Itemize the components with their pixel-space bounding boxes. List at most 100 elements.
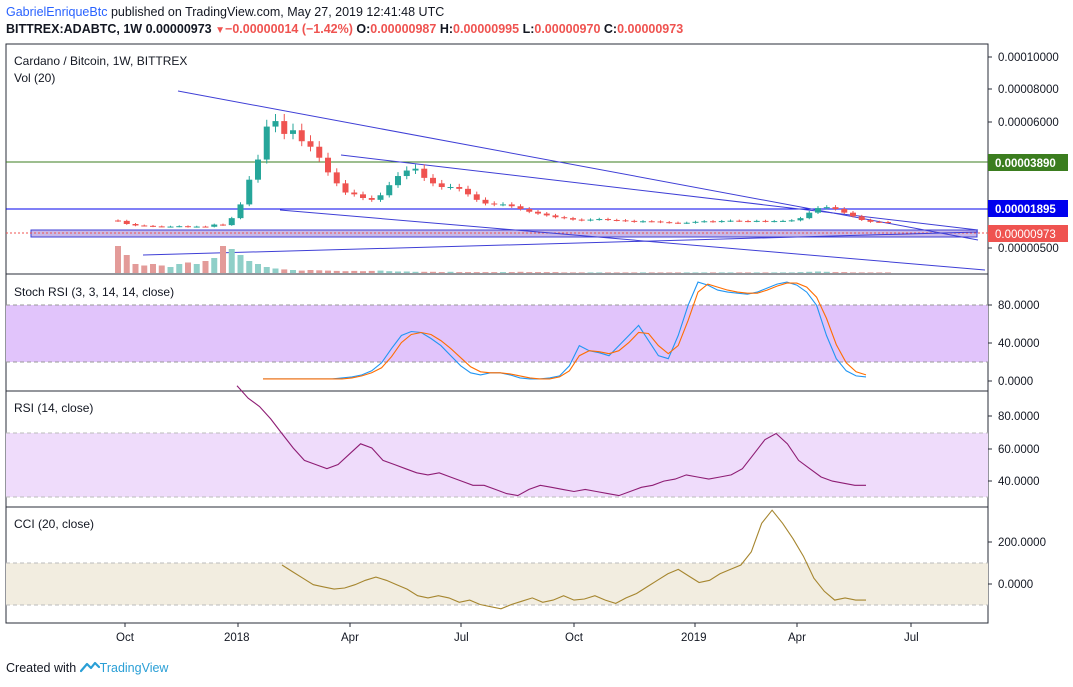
candles	[115, 113, 891, 228]
candle-body	[753, 220, 760, 222]
low-value: 0.00000970	[534, 22, 601, 36]
rsi-title: RSI (14, close)	[14, 401, 93, 415]
candle-body	[648, 221, 655, 223]
green-level-label: 0.00003890	[995, 158, 1056, 170]
volume-bar	[316, 270, 323, 273]
cci-line-group	[281, 509, 866, 610]
volume-bar	[176, 264, 183, 273]
candle-body	[535, 211, 541, 214]
time-tick: Apr	[788, 632, 806, 644]
candle-body	[517, 206, 524, 209]
cci-tick: 0.0000	[998, 579, 1033, 591]
volume-bar	[675, 272, 681, 273]
volume-bar	[648, 272, 655, 273]
candle-body	[885, 221, 891, 223]
candle-body	[447, 187, 454, 189]
volume-bar	[745, 272, 751, 273]
footer: Created with TradingView	[6, 661, 168, 675]
volume-bar	[692, 272, 699, 273]
candle-body	[193, 226, 200, 228]
volume-bar	[290, 270, 296, 273]
price-tick: 0.00010000	[998, 52, 1059, 64]
time-tick: 2019	[681, 632, 707, 644]
candle-body	[605, 219, 611, 221]
cci-band	[6, 563, 988, 605]
trendline-lower[interactable]	[279, 209, 986, 271]
volume-bar	[255, 264, 261, 273]
last-price-badge	[988, 225, 1068, 242]
trendline-upper[interactable]	[177, 90, 979, 241]
blue-level-badge	[988, 200, 1068, 217]
volume-bar	[806, 271, 813, 273]
volume-bar	[150, 264, 156, 273]
candle-body	[657, 221, 664, 223]
volume-bar	[482, 272, 489, 273]
close-value: 0.00000973	[617, 22, 684, 36]
candle-body	[158, 226, 165, 228]
author-link[interactable]: GabrielEnriqueBtc	[6, 5, 108, 19]
candle-body	[255, 159, 261, 180]
volume-bar	[228, 249, 235, 273]
publish-line: GabrielEnriqueBtc published on TradingVi…	[6, 5, 444, 19]
candle-body	[150, 225, 156, 227]
volume-bar	[788, 272, 795, 273]
volume-bar	[657, 272, 664, 273]
time-tick: 2018	[224, 632, 250, 644]
time-tick: Apr	[341, 632, 359, 644]
tradingview-brand[interactable]: TradingView	[99, 661, 169, 675]
high-value: 0.00000995	[453, 22, 520, 36]
volume-bar	[578, 272, 585, 273]
volume-bar	[342, 271, 349, 273]
time-tick: Oct	[116, 632, 135, 644]
candle-body	[797, 218, 804, 221]
volume-bar	[351, 270, 358, 273]
volume-bar	[438, 272, 445, 273]
volume-bar	[850, 272, 856, 273]
candle-body	[561, 217, 568, 219]
volume-bar	[727, 272, 734, 273]
volume-bar	[141, 265, 148, 273]
candle-body	[211, 224, 218, 227]
candle-body	[570, 218, 576, 220]
published-text: published on TradingView.com, May 27, 20…	[110, 5, 445, 19]
down-arrow-icon: ▼	[215, 25, 226, 36]
candle-body	[342, 183, 349, 193]
symbol-label: BITTREX:ADABTC, 1W	[6, 22, 143, 36]
candle-body	[675, 222, 681, 224]
volume-bar	[298, 270, 305, 273]
tradingview-logo-icon[interactable]	[79, 661, 100, 673]
time-tick: Oct	[565, 632, 584, 644]
rsi-tick: 80.0000	[998, 411, 1040, 423]
candle-body	[622, 220, 629, 222]
candle-body	[316, 146, 323, 158]
candle-body	[377, 195, 384, 200]
price-axis: 0.00010000 0.00008000 0.00006000 0.00000…	[988, 52, 1068, 255]
last-price-label: 0.00000973	[995, 229, 1056, 241]
volume-bar	[491, 272, 498, 273]
change-value: −0.00000014 (−1.42%)	[225, 22, 353, 36]
candle-body	[176, 226, 183, 228]
volume-bar	[158, 265, 165, 273]
volume-bar	[281, 269, 288, 273]
trendline-middle[interactable]	[340, 154, 979, 231]
candle-body	[850, 212, 856, 217]
trendline-rising[interactable]	[142, 231, 979, 256]
price-tick: 0.00008000	[998, 84, 1059, 96]
low-label: L:	[522, 22, 535, 36]
candle-body	[788, 220, 795, 222]
candle-body	[246, 179, 253, 205]
volume-bar	[115, 246, 121, 273]
green-level-badge	[988, 154, 1068, 171]
stoch-title: Stoch RSI (3, 3, 14, 14, close)	[14, 285, 174, 299]
volume-bar	[823, 271, 830, 273]
price-tick: 0.00000500	[998, 243, 1059, 255]
ohlc-line: BITTREX:ADABTC, 1W 0.00000973 ▼−0.000000…	[6, 22, 683, 36]
time-axis: Oct 2018 Apr Jul Oct 2019 Apr Jul	[116, 623, 919, 644]
volume-bar	[885, 272, 891, 273]
volume-bar	[552, 272, 559, 273]
volume-bar	[815, 271, 821, 273]
candle-body	[132, 224, 139, 226]
volume-bar	[701, 272, 708, 273]
volume-label: Vol (20)	[14, 71, 55, 85]
